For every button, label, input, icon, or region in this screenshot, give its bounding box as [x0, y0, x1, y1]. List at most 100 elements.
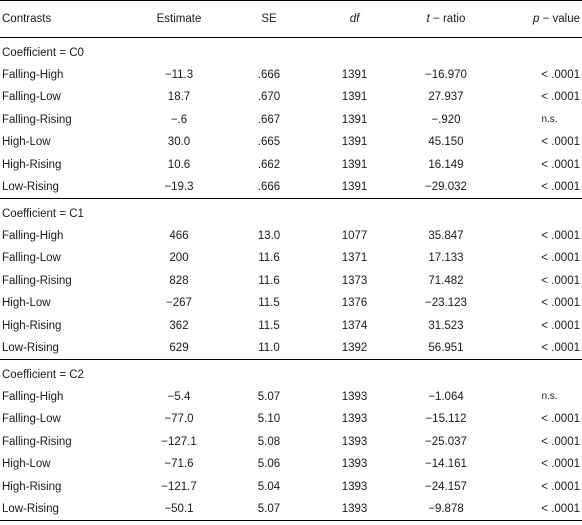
- table-row: Falling-Low 200 11.6 1371 17.133 < .0001: [0, 247, 582, 270]
- cell-df: 1392: [314, 337, 395, 360]
- cell-t-ratio: −29.032: [395, 176, 497, 199]
- header-df: df: [314, 0, 395, 38]
- cell-p-value: < .0001: [541, 91, 580, 104]
- cell-contrast: Falling-Low: [2, 91, 61, 104]
- cell-p-value: n.s.: [541, 114, 558, 126]
- cell-t-ratio: 56.951: [395, 337, 497, 360]
- cell-p-value: < .0001: [541, 413, 580, 426]
- table-row: Falling-Rising −.6 .667 1391 −.920 n.s.: [0, 109, 582, 132]
- cell-t-ratio: −9.878: [395, 498, 497, 521]
- cell-se: 5.08: [257, 435, 281, 448]
- cell-se: 5.10: [257, 413, 281, 426]
- cell-estimate: 828: [169, 274, 189, 287]
- table-row: Falling-Rising −127.1 5.08 1393 −25.037 < .00…: [0, 431, 582, 454]
- table-row: Falling-High −11.3 .666 1391 −16.970 < .0001: [0, 64, 582, 87]
- cell-p-value: < .0001: [541, 319, 580, 332]
- cell-se: 11.6: [258, 252, 280, 265]
- cell-df: 1393: [341, 413, 368, 426]
- table-row: Falling-Low −77.0 5.10 1393 −15.112 < .0001: [0, 408, 582, 431]
- cell-estimate: −121.7: [161, 480, 197, 493]
- cell-p-value: < .0001: [541, 136, 580, 149]
- cell-contrast: High-Low: [2, 136, 51, 149]
- cell-df: 1391: [341, 68, 368, 81]
- cell-estimate: 30.0: [167, 136, 191, 149]
- cell-p-value: < .0001: [541, 252, 580, 265]
- cell-p-value: < .0001: [541, 274, 580, 287]
- cell-estimate: 629: [134, 337, 224, 360]
- header-t-ratio: t − ratio: [395, 0, 497, 38]
- cell-se: 11.6: [258, 274, 280, 287]
- cell-p-value: < .0001: [541, 297, 580, 310]
- cell-t-ratio: −16.970: [425, 68, 467, 81]
- cell-se: 5.07: [224, 498, 314, 521]
- cell-t-ratio: 45.150: [428, 136, 464, 149]
- cell-t-ratio: −.920: [431, 113, 461, 126]
- table-row: Falling-Rising 828 11.6 1373 71.482 < .0001: [0, 270, 582, 293]
- cell-t-ratio: −23.123: [425, 297, 467, 310]
- cell-p-value: < .0001: [497, 176, 582, 199]
- section-header-row: Coefficient = C0: [0, 38, 582, 64]
- cell-se: .662: [257, 158, 281, 171]
- cell-contrast: Falling-Low: [2, 413, 61, 426]
- cell-se: 5.04: [257, 480, 281, 493]
- cell-se: 5.07: [257, 390, 281, 403]
- cell-t-ratio: 71.482: [428, 274, 464, 287]
- table-row: High-Rising 10.6 .662 1391 16.149 < .0001: [0, 154, 582, 177]
- cell-contrast: High-Rising: [2, 319, 62, 332]
- cell-t-ratio: −25.037: [425, 435, 467, 448]
- cell-t-ratio: 17.133: [428, 252, 464, 265]
- header-contrasts: Contrasts: [0, 0, 134, 38]
- cell-contrast: High-Low: [2, 458, 51, 471]
- cell-t-ratio: 35.847: [428, 229, 464, 242]
- cell-estimate: −5.4: [167, 390, 191, 403]
- cell-estimate: −127.1: [161, 435, 197, 448]
- cell-df: 1391: [341, 136, 368, 149]
- cell-df: 1391: [341, 113, 368, 126]
- cell-df: 1391: [341, 158, 368, 171]
- cell-estimate: −77.0: [164, 413, 194, 426]
- cell-se: 11.5: [258, 297, 280, 310]
- cell-p-value: < .0001: [541, 480, 580, 493]
- section-title: Coefficient = C0: [2, 46, 84, 59]
- cell-contrast: Low-Rising: [0, 498, 134, 521]
- cell-t-ratio: 31.523: [428, 319, 464, 332]
- cell-estimate: 18.7: [167, 91, 191, 104]
- cell-estimate: 362: [169, 319, 189, 332]
- cell-se: .666: [257, 68, 281, 81]
- cell-contrast: High-Rising: [2, 480, 62, 493]
- cell-se: 13.0: [257, 229, 281, 242]
- header-estimate: Estimate: [134, 0, 224, 38]
- cell-df: 1374: [341, 319, 368, 332]
- table-row: Falling-High −5.4 5.07 1393 −1.064 n.s.: [0, 386, 582, 409]
- cell-t-ratio: −14.161: [425, 458, 467, 471]
- table-body: Coefficient = C0 Falling-High −11.3 .666 139…: [0, 38, 582, 521]
- cell-t-ratio: 27.937: [428, 91, 464, 104]
- section-title: Coefficient = C2: [2, 368, 84, 381]
- cell-t-ratio: 16.149: [428, 158, 464, 171]
- cell-df: 1393: [341, 435, 368, 448]
- cell-se: .665: [257, 136, 281, 149]
- cell-estimate: −11.3: [164, 68, 194, 81]
- cell-contrast: Falling-High: [2, 390, 64, 403]
- cell-contrast: Falling-Rising: [2, 113, 72, 126]
- cell-df: 1391: [341, 91, 368, 104]
- header-se: SE: [224, 0, 314, 38]
- cell-contrast: Falling-Low: [2, 252, 61, 265]
- table-row: Falling-Low 18.7 .670 1391 27.937 < .0001: [0, 86, 582, 109]
- table-row: Falling-High 466 13.0 1077 35.847 < .0001: [0, 225, 582, 248]
- cell-contrast: Falling-High: [2, 229, 64, 242]
- cell-estimate: −50.1: [134, 498, 224, 521]
- cell-df: 1077: [341, 229, 368, 242]
- cell-df: 1391: [314, 176, 395, 199]
- cell-estimate: −.6: [170, 113, 188, 126]
- cell-p-value: < .0001: [541, 68, 580, 81]
- cell-contrast: Falling-Rising: [2, 435, 72, 448]
- cell-t-ratio: −1.064: [428, 390, 464, 403]
- cell-estimate: −19.3: [134, 176, 224, 199]
- table-row: High-Low −267 11.5 1376 −23.123 < .0001: [0, 292, 582, 315]
- table-row: High-Rising −121.7 5.04 1393 −24.157 < .0001: [0, 476, 582, 499]
- cell-se: 11.0: [224, 337, 314, 360]
- header-p-value: p − value: [497, 0, 582, 38]
- table-row: Low-Rising −50.1 5.07 1393 −9.878 < .0001: [0, 498, 582, 521]
